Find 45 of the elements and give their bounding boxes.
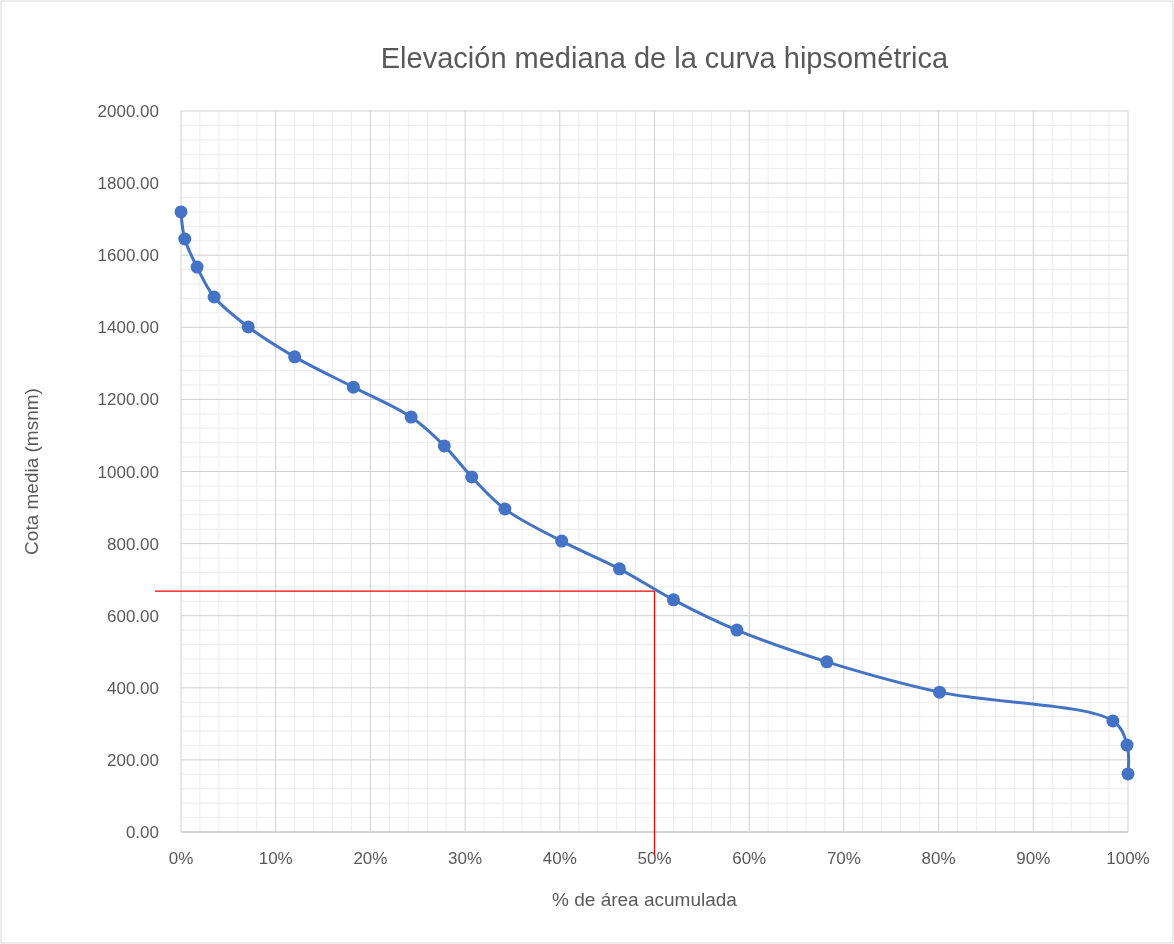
- y-tick-label: 1000.00: [97, 462, 159, 482]
- y-tick-label: 0.00: [125, 823, 159, 842]
- point: [730, 623, 744, 637]
- point: [174, 205, 188, 219]
- y-tick-label: 1200.00: [97, 390, 159, 410]
- point: [666, 593, 680, 607]
- point: [207, 290, 221, 304]
- point: [612, 562, 626, 576]
- point: [1121, 767, 1135, 781]
- point: [178, 232, 192, 246]
- x-tick-label: 90%: [1016, 849, 1051, 868]
- x-tick-label: 20%: [353, 849, 388, 868]
- x-tick-label: 80%: [921, 849, 956, 868]
- y-tick-label: 400.00: [107, 678, 159, 698]
- point: [1120, 738, 1134, 752]
- point: [241, 320, 255, 334]
- x-tick-label: 10%: [258, 849, 293, 868]
- x-tick-label: 50%: [637, 849, 672, 868]
- y-tick-label: 1400.00: [97, 318, 159, 338]
- point: [498, 502, 512, 516]
- x-axis-title: % de área acumulada: [552, 889, 738, 910]
- point: [820, 655, 834, 669]
- y-tick-label: 1800.00: [97, 174, 159, 194]
- x-tick-label: 0%: [168, 849, 194, 868]
- point: [404, 410, 418, 424]
- point: [346, 380, 360, 394]
- point: [190, 260, 204, 274]
- y-tick-label: 2000.00: [97, 102, 159, 121]
- y-tick-label: 200.00: [107, 750, 159, 770]
- y-tick-label: 1600.00: [97, 246, 159, 266]
- x-tick-label: 60%: [732, 849, 767, 868]
- y-axis-title: Cota media (msnm): [21, 388, 42, 555]
- x-tick-label: 30%: [448, 849, 483, 868]
- point: [933, 685, 947, 699]
- point: [555, 534, 569, 548]
- point: [288, 350, 302, 364]
- x-tick-label: 40%: [542, 849, 577, 868]
- chart-title: Elevación mediana de la curva hipsométrica: [380, 42, 950, 74]
- x-tick-label: 100%: [1106, 849, 1150, 868]
- y-tick-label: 800.00: [107, 534, 159, 554]
- point: [1106, 714, 1120, 728]
- point: [437, 439, 451, 453]
- y-tick-label: 600.00: [107, 606, 159, 626]
- x-tick-label: 70%: [826, 849, 861, 868]
- point: [465, 470, 479, 484]
